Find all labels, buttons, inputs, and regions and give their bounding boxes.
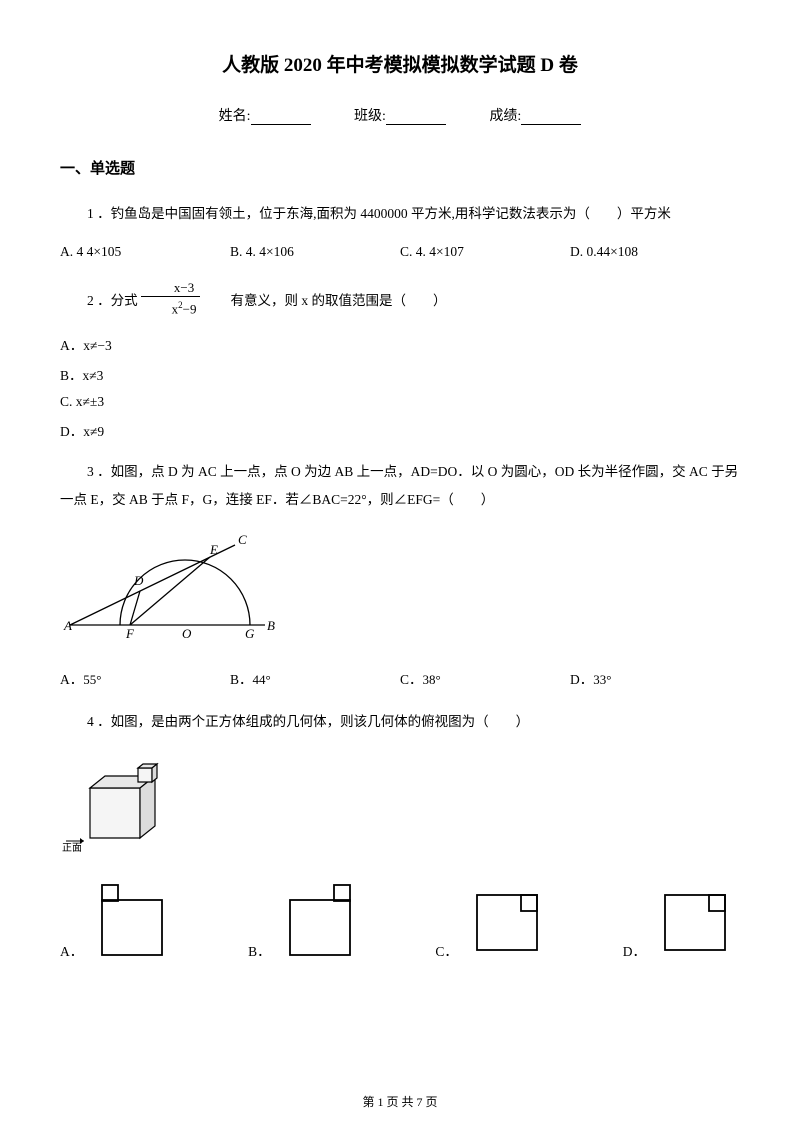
q4-figure: 正面 bbox=[60, 753, 740, 858]
q3-opt-a: A．55° bbox=[60, 668, 230, 688]
q1-text: 1 ．钓鱼岛是中国固有领土，位于东海,面积为 4400000 平方米,用科学记数… bbox=[60, 200, 740, 228]
student-info-line: 姓名: 班级: 成绩: bbox=[60, 105, 740, 125]
svg-text:C: C bbox=[238, 532, 247, 547]
q1-options: A. 4 4×105 B. 4. 4×106 C. 4. 4×107 D. 0.… bbox=[60, 244, 740, 260]
class-field[interactable] bbox=[386, 109, 446, 125]
q4-opt-c: C． bbox=[435, 880, 552, 960]
q2-post: 有意义，则 x 的取值范围是（ ） bbox=[203, 289, 446, 309]
q4-options: A． B． C． D． bbox=[60, 880, 740, 960]
svg-text:E: E bbox=[209, 542, 218, 557]
q1-opt-d: D. 0.44×108 bbox=[570, 244, 740, 260]
svg-text:正面: 正面 bbox=[62, 843, 82, 853]
q2-fraction: x−3 x2−9 bbox=[141, 280, 201, 317]
score-label: 成绩: bbox=[489, 109, 521, 124]
svg-text:A: A bbox=[63, 618, 72, 633]
q2-options: A．x≠−3 B．x≠3 C. x≠±3 D．x≠9 bbox=[60, 334, 740, 440]
q4-text: 4 ．如图，是由两个正方体组成的几何体，则该几何体的俯视图为（ ） bbox=[60, 708, 740, 736]
q2-opt-a: A．x≠−3 bbox=[60, 334, 740, 354]
page-title: 人教版 2020 年中考模拟模拟数学试题 D 卷 bbox=[60, 50, 740, 77]
q2-numerator: x−3 bbox=[141, 280, 201, 297]
q2-pre: 2 ．分式 bbox=[60, 289, 138, 309]
q2-opt-d: D．x≠9 bbox=[60, 420, 740, 440]
q3-text: 3 ．如图，点 D 为 AC 上一点，点 O 为边 AB 上一点，AD=DO．以… bbox=[60, 458, 740, 515]
q3-opt-b: B．44° bbox=[230, 668, 400, 688]
class-label: 班级: bbox=[354, 109, 386, 124]
q2-opt-c: C. x≠±3 bbox=[60, 394, 740, 410]
q1-opt-c: C. 4. 4×107 bbox=[400, 244, 570, 260]
score-field[interactable] bbox=[521, 109, 581, 125]
q4-opt-d: D． bbox=[623, 880, 740, 960]
q4-opt-b: B． bbox=[248, 880, 365, 960]
q2-text: 2 ．分式 x−3 x2−9 有意义，则 x 的取值范围是（ ） bbox=[60, 280, 740, 317]
q2-opt-b: B．x≠3 bbox=[60, 364, 740, 384]
q4-opt-a: A． bbox=[60, 880, 177, 960]
svg-text:O: O bbox=[182, 626, 192, 641]
name-field[interactable] bbox=[251, 109, 311, 125]
svg-text:B: B bbox=[267, 618, 275, 633]
section-1-title: 一、单选题 bbox=[60, 157, 740, 178]
q3-opt-d: D．33° bbox=[570, 668, 740, 688]
q1-opt-a: A. 4 4×105 bbox=[60, 244, 230, 260]
q2-denominator: x2−9 bbox=[141, 297, 201, 317]
svg-text:G: G bbox=[245, 626, 255, 641]
svg-text:F: F bbox=[125, 626, 135, 641]
name-label: 姓名: bbox=[219, 109, 251, 124]
q1-opt-b: B. 4. 4×106 bbox=[230, 244, 400, 260]
q3-options: A．55° B．44° C．38° D．33° bbox=[60, 668, 740, 688]
q3-opt-c: C．38° bbox=[400, 668, 570, 688]
svg-text:D: D bbox=[133, 573, 144, 588]
q3-figure: A B C D E F O G bbox=[60, 530, 740, 650]
page-footer: 第 1 页 共 7 页 bbox=[0, 1093, 800, 1110]
